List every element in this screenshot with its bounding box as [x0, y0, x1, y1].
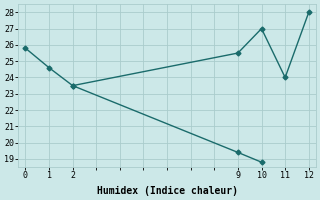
X-axis label: Humidex (Indice chaleur): Humidex (Indice chaleur) [97, 186, 237, 196]
